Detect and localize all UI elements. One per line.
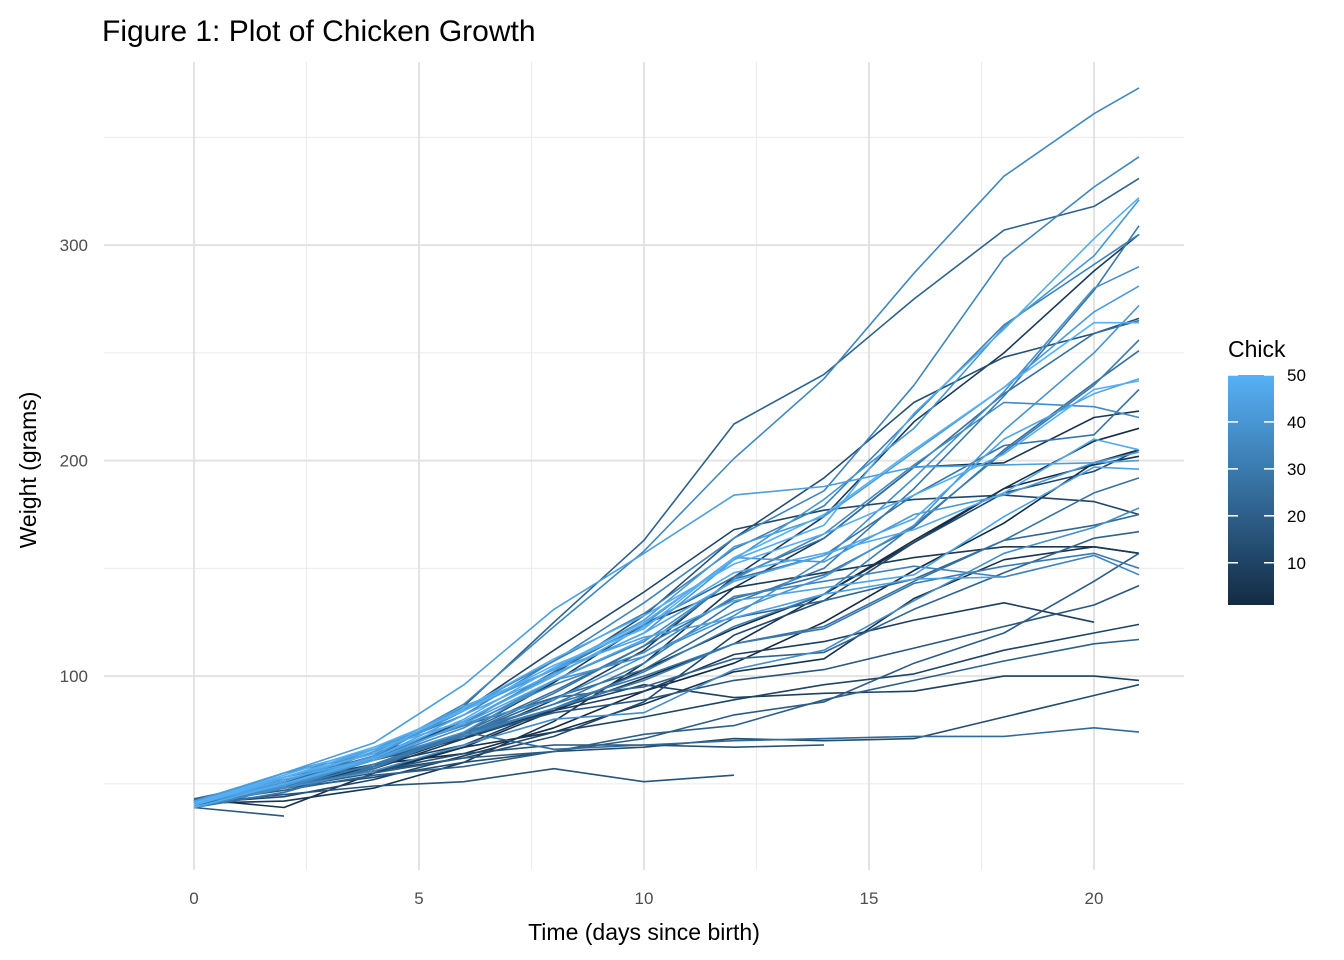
series-line-chick-45 <box>193 466 1140 804</box>
legend-label: 10 <box>1287 554 1306 573</box>
series-line-chick-16 <box>193 767 735 804</box>
x-axis-tick-labels: 0 5 10 15 20 <box>189 889 1103 908</box>
legend-colorbar <box>1228 375 1274 605</box>
y-tick-label: 300 <box>60 236 88 255</box>
chart-title: Figure 1: Plot of Chicken Growth <box>102 15 536 48</box>
legend-label: 20 <box>1287 507 1306 526</box>
series-line-chick-29 <box>193 225 1140 809</box>
legend-label: 30 <box>1287 460 1306 479</box>
y-axis-title: Weight (grams) <box>15 392 41 549</box>
series-line-chick-50 <box>193 321 1139 804</box>
x-tick-label: 20 <box>1085 889 1104 908</box>
series-line-chick-34 <box>193 156 1140 804</box>
series-line-chick-47 <box>193 438 1140 804</box>
series-lines <box>193 87 1140 817</box>
y-tick-label: 200 <box>60 452 88 471</box>
y-tick-label: 100 <box>60 667 88 686</box>
x-axis-title: Time (days since birth) <box>528 919 760 945</box>
series-line-chick-2 <box>193 427 1140 807</box>
series-line-chick-19 <box>193 552 1140 800</box>
series-line-chick-10 <box>193 623 1140 804</box>
series-line-chick-49 <box>193 380 1140 807</box>
series-line-chick-39 <box>193 304 1140 802</box>
series-line-chick-5 <box>193 410 1140 804</box>
series-line-chick-37 <box>193 507 1140 804</box>
color-legend: Chick 10 20 30 40 50 <box>1228 336 1306 605</box>
x-tick-label: 15 <box>860 889 879 908</box>
legend-ticks: 10 20 30 40 50 <box>1228 366 1306 573</box>
series-line-chick-43 <box>193 459 1140 802</box>
legend-title: Chick <box>1228 336 1286 362</box>
x-tick-label: 5 <box>414 889 423 908</box>
x-tick-label: 10 <box>635 889 654 908</box>
series-line-chick-20 <box>193 638 1140 804</box>
legend-label: 40 <box>1287 413 1306 432</box>
series-line-chick-18 <box>193 806 285 817</box>
legend-label: 50 <box>1287 366 1306 385</box>
x-tick-label: 0 <box>189 889 198 908</box>
y-axis-tick-labels: 100 200 300 <box>60 236 88 686</box>
series-line-chick-46 <box>193 377 1140 807</box>
major-gridlines <box>104 62 1184 870</box>
series-line-chick-48 <box>193 197 1140 809</box>
series-line-chick-26 <box>193 350 1140 802</box>
series-line-chick-38 <box>193 265 1140 804</box>
series-line-chick-30 <box>193 552 1140 802</box>
